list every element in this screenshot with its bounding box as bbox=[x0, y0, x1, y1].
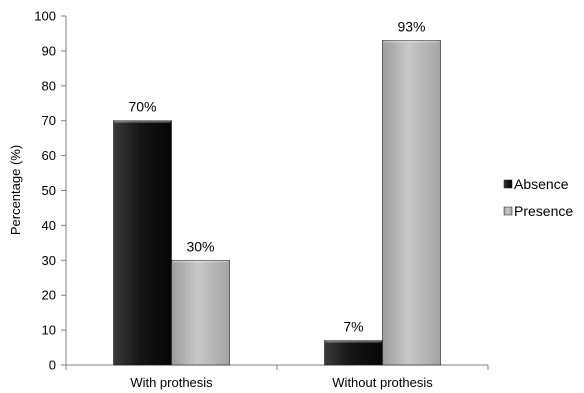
x-axis: With prothesis Without prothesis bbox=[65, 364, 489, 390]
data-labels: 70% 30% 7% 93% bbox=[128, 18, 425, 334]
bar-presence-1 bbox=[382, 40, 441, 366]
y-tick-label: 90 bbox=[42, 43, 56, 58]
legend-swatch-presence bbox=[503, 206, 513, 216]
bar-highlight bbox=[325, 340, 382, 343]
bar-presence-0 bbox=[171, 259, 230, 366]
y-axis: 0 10 20 30 40 50 60 70 80 90 100 bbox=[34, 9, 67, 373]
bar-highlight bbox=[172, 260, 229, 263]
legend-label-presence: Presence bbox=[514, 203, 573, 219]
legend-label-absence: Absence bbox=[514, 176, 569, 192]
bars bbox=[113, 40, 441, 366]
bar-highlight bbox=[383, 40, 440, 43]
y-tick-label: 0 bbox=[49, 358, 56, 373]
bar-absence-1 bbox=[324, 340, 383, 366]
data-label: 7% bbox=[343, 319, 363, 335]
x-category-label: With prothesis bbox=[130, 375, 213, 390]
y-tick-label: 50 bbox=[42, 183, 56, 198]
legend-swatch-absence bbox=[503, 179, 513, 189]
data-label: 30% bbox=[186, 238, 214, 254]
data-label: 70% bbox=[128, 99, 156, 115]
y-tick-label: 40 bbox=[42, 218, 56, 233]
data-label: 93% bbox=[397, 18, 425, 34]
y-tick-label: 10 bbox=[42, 323, 56, 338]
x-category-label: Without prothesis bbox=[332, 375, 433, 390]
y-tick-label: 80 bbox=[42, 78, 56, 93]
y-tick-label: 100 bbox=[34, 9, 56, 24]
y-tick-label: 30 bbox=[42, 253, 56, 268]
bar-highlight bbox=[114, 120, 171, 123]
legend: Absence Presence bbox=[503, 176, 573, 219]
y-axis-title: Percentage (%) bbox=[8, 145, 23, 235]
bar-absence-0 bbox=[113, 120, 172, 366]
y-tick-label: 20 bbox=[42, 288, 56, 303]
y-tick-label: 70 bbox=[42, 113, 56, 128]
y-tick-label: 60 bbox=[42, 148, 56, 163]
